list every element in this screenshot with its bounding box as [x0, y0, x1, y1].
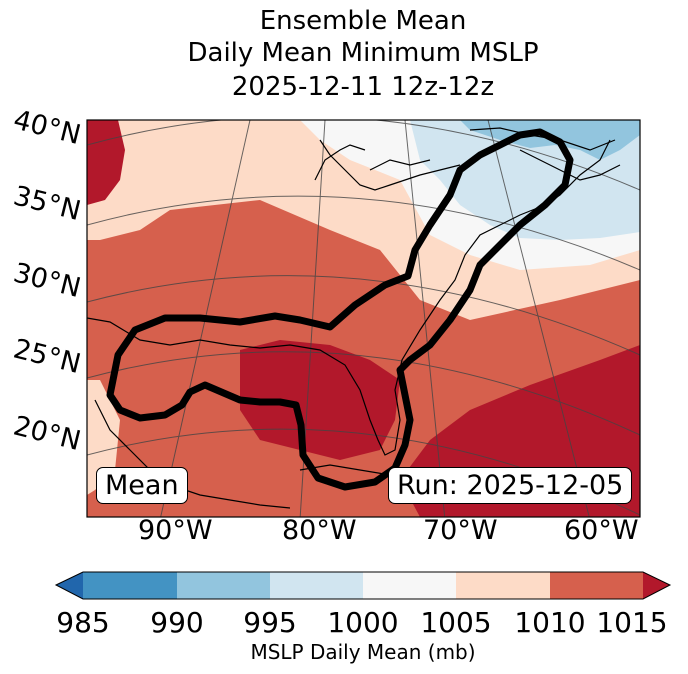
colorbar-extend-low — [56, 572, 83, 599]
colorbar-tick: 995 — [243, 606, 297, 639]
mean-label-box: Mean — [96, 467, 188, 504]
title-line-3: 2025-12-11 12z-12z — [231, 72, 495, 102]
run-date-box: Run: 2025-12-05 — [388, 467, 633, 504]
colorbar-tick: 990 — [150, 606, 204, 639]
colorbar-segment — [456, 572, 550, 599]
title-line-1: Ensemble Mean — [259, 6, 467, 36]
colorbar-segment — [550, 572, 643, 599]
title-line-2: Daily Mean Minimum MSLP — [187, 38, 539, 68]
colorbar-tick: 1010 — [514, 606, 586, 639]
colorbar-segment — [83, 572, 177, 599]
lon-label-60w: 60°W — [564, 515, 639, 546]
highlight-contour — [106, 128, 574, 491]
colorbar-tick: 1000 — [327, 606, 399, 639]
lon-label-80w: 80°W — [282, 515, 357, 546]
colorbar-segment — [177, 572, 270, 599]
colorbar-segment — [363, 572, 456, 599]
colorbar-tick: 1005 — [420, 606, 492, 639]
colorbar-segment — [270, 572, 363, 599]
colorbar-extend-high — [643, 572, 670, 599]
coastlines — [87, 127, 621, 509]
colorbar-tick: 1015 — [596, 606, 668, 639]
lon-label-70w: 70°W — [423, 515, 498, 546]
colorbar-tick: 985 — [56, 606, 110, 639]
map-frame — [86, 119, 641, 518]
lon-label-90w: 90°W — [138, 515, 213, 546]
colorbar — [54, 571, 672, 600]
colorbar-label: MSLP Daily Mean (mb) — [250, 640, 476, 664]
